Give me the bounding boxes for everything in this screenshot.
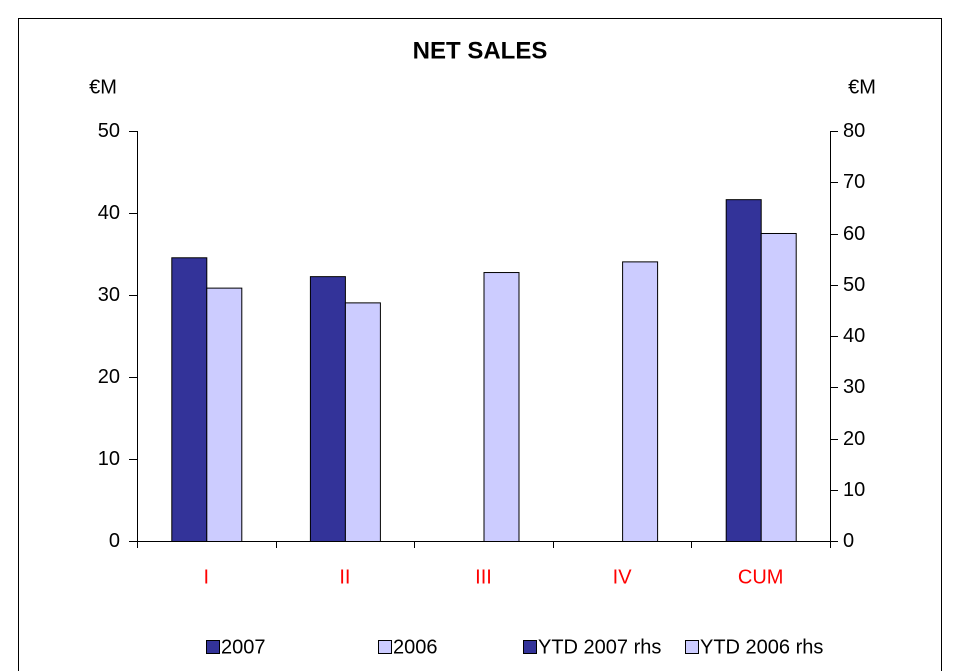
bar: [344, 302, 381, 542]
legend-label: 2006: [393, 636, 438, 658]
chart-title: NET SALES: [413, 37, 548, 64]
y-tick-label: 40: [98, 202, 120, 224]
y2-tick-label: 10: [843, 479, 865, 501]
y2-tick-label: 40: [843, 325, 865, 347]
bar: [309, 276, 346, 542]
y2-tick-label: 70: [843, 171, 865, 193]
x-tick-label: IV: [613, 566, 633, 588]
y2-tick-label: 30: [843, 376, 865, 398]
legend-swatch: [685, 640, 699, 654]
y2-tick-label: 20: [843, 428, 865, 450]
y2-axis-label: €M: [848, 76, 876, 98]
x-tick-label: I: [204, 566, 210, 588]
legend-swatch: [206, 640, 220, 654]
y2-tick-label: 80: [843, 120, 865, 142]
y-tick-label: 50: [98, 120, 120, 142]
y2-tick-label: 50: [843, 274, 865, 296]
x-tick-label: CUM: [738, 566, 784, 588]
bar: [725, 199, 762, 542]
bar: [483, 272, 520, 542]
legend-label: 2007: [221, 636, 266, 658]
x-tick-label: III: [475, 566, 492, 588]
y2-tick-label: 0: [843, 530, 854, 552]
y-axis-label: €M: [89, 76, 117, 98]
y2-tick-label: 60: [843, 223, 865, 245]
bar: [171, 257, 208, 542]
y-tick-label: 10: [98, 448, 120, 470]
bar: [206, 287, 243, 542]
legend-label: YTD 2006 rhs: [700, 636, 823, 658]
legend-swatch: [523, 640, 537, 654]
y-tick-label: 30: [98, 284, 120, 306]
bar: [622, 261, 659, 542]
y-tick-label: 20: [98, 366, 120, 388]
y-tick-label: 0: [109, 530, 120, 552]
legend-swatch: [378, 640, 392, 654]
legend-label: YTD 2007 rhs: [538, 636, 661, 658]
x-tick-label: II: [339, 566, 350, 588]
bar: [760, 232, 797, 543]
